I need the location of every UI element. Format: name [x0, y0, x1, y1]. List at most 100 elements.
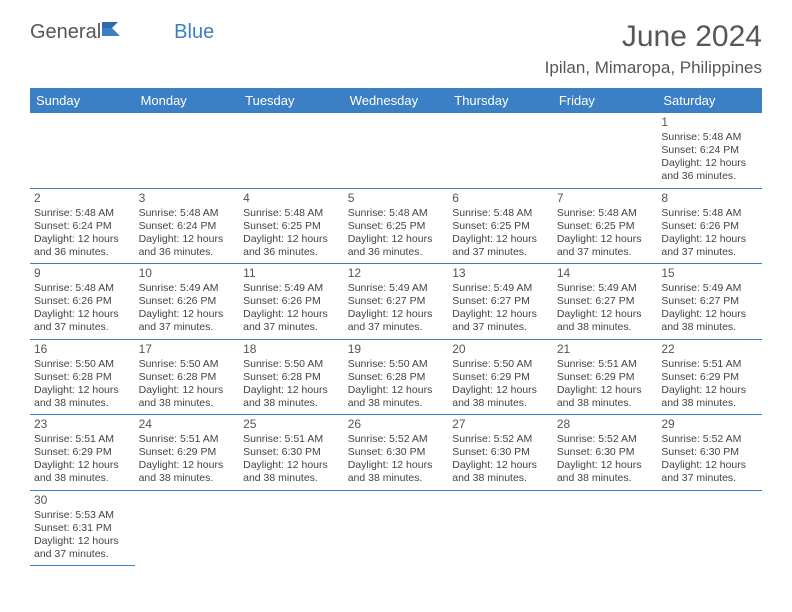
sunset-text: Sunset: 6:26 PM [661, 220, 758, 233]
sunset-text: Sunset: 6:25 PM [557, 220, 654, 233]
sunrise-text: Sunrise: 5:48 AM [452, 207, 549, 220]
daylight-text: Daylight: 12 hours [243, 384, 340, 397]
sunrise-text: Sunrise: 5:50 AM [139, 358, 236, 371]
day-cell: 21Sunrise: 5:51 AMSunset: 6:29 PMDayligh… [553, 339, 658, 415]
day-number: 16 [34, 342, 131, 357]
daylight-text: Daylight: 12 hours [661, 459, 758, 472]
daylight-text: Daylight: 12 hours [34, 233, 131, 246]
sunrise-text: Sunrise: 5:48 AM [557, 207, 654, 220]
brand-text-b: Blue [174, 21, 214, 44]
empty-cell [553, 113, 658, 188]
daylight-text: Daylight: 12 hours [452, 384, 549, 397]
weekday-header: Friday [553, 88, 658, 113]
empty-cell [553, 490, 658, 566]
day-number: 24 [139, 417, 236, 432]
empty-cell [448, 113, 553, 188]
day-number: 13 [452, 266, 549, 281]
sunrise-text: Sunrise: 5:50 AM [452, 358, 549, 371]
day-number: 27 [452, 417, 549, 432]
day-number: 20 [452, 342, 549, 357]
daylight-text: and 36 minutes. [661, 170, 758, 183]
sunset-text: Sunset: 6:27 PM [557, 295, 654, 308]
day-number: 3 [139, 191, 236, 206]
sunset-text: Sunset: 6:26 PM [243, 295, 340, 308]
daylight-text: Daylight: 12 hours [452, 233, 549, 246]
day-number: 5 [348, 191, 445, 206]
daylight-text: Daylight: 12 hours [34, 308, 131, 321]
day-number: 12 [348, 266, 445, 281]
day-number: 28 [557, 417, 654, 432]
day-cell: 26Sunrise: 5:52 AMSunset: 6:30 PMDayligh… [344, 415, 449, 491]
brand-text-a: General [30, 21, 101, 44]
daylight-text: and 37 minutes. [139, 321, 236, 334]
calendar-row: 30Sunrise: 5:53 AMSunset: 6:31 PMDayligh… [30, 490, 762, 566]
sunset-text: Sunset: 6:27 PM [661, 295, 758, 308]
day-number: 17 [139, 342, 236, 357]
empty-cell [448, 490, 553, 566]
daylight-text: and 37 minutes. [34, 321, 131, 334]
location-text: Ipilan, Mimaropa, Philippines [545, 58, 762, 78]
daylight-text: and 36 minutes. [348, 246, 445, 259]
calendar-row: 16 Sunrise: 5:50 AM Sunset: 6:28 PM Dayligh… [30, 339, 762, 415]
sunset-text: Sunset: 6:31 PM [34, 522, 131, 535]
calendar-row: 9Sunrise: 5:48 AMSunset: 6:26 PMDaylight… [30, 264, 762, 340]
day-cell: 30Sunrise: 5:53 AMSunset: 6:31 PMDayligh… [30, 490, 135, 566]
day-cell: 14Sunrise: 5:49 AMSunset: 6:27 PMDayligh… [553, 264, 658, 340]
sunset-text: Sunset: 6:26 PM [34, 295, 131, 308]
daylight-text: and 37 minutes. [34, 548, 131, 561]
day-cell: 1Sunrise: 5:48 AMSunset: 6:24 PMDaylight… [657, 113, 762, 188]
calendar-row: 2Sunrise: 5:48 AMSunset: 6:24 PMDaylight… [30, 188, 762, 264]
sunrise-text: Sunrise: 5:51 AM [139, 433, 236, 446]
empty-cell [135, 113, 240, 188]
daylight-text: and 38 minutes. [243, 397, 340, 410]
daylight-text: Daylight: 12 hours [452, 459, 549, 472]
day-cell: 16Sunrise: 5:50 AMSunset: 6:28 PMDayligh… [30, 339, 135, 415]
sunrise-text: Sunrise: 5:48 AM [661, 131, 758, 144]
day-number: 29 [661, 417, 758, 432]
sunrise-text: Sunrise: 5:51 AM [243, 433, 340, 446]
daylight-text: and 37 minutes. [661, 246, 758, 259]
day-cell: 18Sunrise: 5:50 AMSunset: 6:28 PMDayligh… [239, 339, 344, 415]
daylight-text: and 37 minutes. [452, 321, 549, 334]
month-title: June 2024 [545, 20, 762, 54]
day-cell: 12Sunrise: 5:49 AMSunset: 6:27 PMDayligh… [344, 264, 449, 340]
day-cell: 20Sunrise: 5:50 AMSunset: 6:29 PMDayligh… [448, 339, 553, 415]
sunset-text: Sunset: 6:27 PM [348, 295, 445, 308]
daylight-text: and 38 minutes. [557, 397, 654, 410]
day-cell: 2Sunrise: 5:48 AMSunset: 6:24 PMDaylight… [30, 188, 135, 264]
daylight-text: and 36 minutes. [34, 246, 131, 259]
sunset-text: Sunset: 6:26 PM [139, 295, 236, 308]
day-number: 4 [243, 191, 340, 206]
empty-cell [657, 490, 762, 566]
sunrise-text: Sunrise: 5:51 AM [34, 433, 131, 446]
daylight-text: Daylight: 12 hours [139, 459, 236, 472]
daylight-text: Daylight: 12 hours [139, 308, 236, 321]
daylight-text: Daylight: 12 hours [661, 157, 758, 170]
sunset-text: Sunset: 6:29 PM [557, 371, 654, 384]
daylight-text: and 38 minutes. [452, 472, 549, 485]
sunrise-text: Sunrise: 5:49 AM [452, 282, 549, 295]
daylight-text: Daylight: 12 hours [661, 308, 758, 321]
day-number: 14 [557, 266, 654, 281]
brand-logo: General Blue [30, 20, 214, 44]
sunset-text: Sunset: 6:28 PM [34, 371, 131, 384]
sunrise-text: Sunrise: 5:48 AM [34, 282, 131, 295]
title-block: June 2024 Ipilan, Mimaropa, Philippines [545, 20, 762, 78]
page-header: General Blue June 2024 Ipilan, Mimaropa,… [30, 20, 762, 78]
day-cell: 22Sunrise: 5:51 AMSunset: 6:29 PMDayligh… [657, 339, 762, 415]
sunset-text: Sunset: 6:24 PM [139, 220, 236, 233]
sunrise-text: Sunrise: 5:48 AM [348, 207, 445, 220]
day-cell: 11Sunrise: 5:49 AMSunset: 6:26 PMDayligh… [239, 264, 344, 340]
daylight-text: Daylight: 12 hours [452, 308, 549, 321]
daylight-text: and 38 minutes. [661, 321, 758, 334]
empty-cell [239, 490, 344, 566]
daylight-text: and 38 minutes. [348, 472, 445, 485]
empty-cell [135, 490, 240, 566]
day-cell: 27Sunrise: 5:52 AMSunset: 6:30 PMDayligh… [448, 415, 553, 491]
daylight-text: Daylight: 12 hours [557, 384, 654, 397]
day-cell: 9Sunrise: 5:48 AMSunset: 6:26 PMDaylight… [30, 264, 135, 340]
calendar-row: 1Sunrise: 5:48 AMSunset: 6:24 PMDaylight… [30, 113, 762, 188]
day-number: 7 [557, 191, 654, 206]
day-number: 10 [139, 266, 236, 281]
daylight-text: Daylight: 12 hours [34, 459, 131, 472]
